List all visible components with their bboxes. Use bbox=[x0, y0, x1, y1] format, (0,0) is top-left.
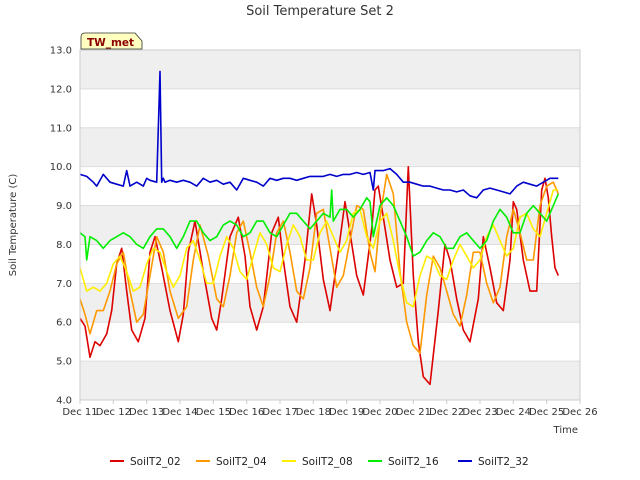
x-tick-label: Dec 18 bbox=[296, 407, 331, 418]
x-tick-label: Dec 20 bbox=[362, 407, 397, 418]
x-tick-label: Dec 21 bbox=[396, 407, 431, 418]
legend-label: SoilT2_16 bbox=[388, 456, 439, 468]
legend-item: SoilT2_16 bbox=[368, 456, 439, 468]
x-tick-label: Dec 12 bbox=[96, 407, 131, 418]
plot-bands bbox=[80, 50, 580, 400]
plot-band bbox=[80, 127, 580, 167]
series-layer bbox=[79, 70, 560, 386]
series-line-soilt2_02 bbox=[79, 165, 560, 386]
series-line-soilt2_08 bbox=[79, 189, 559, 308]
x-tick-label: Dec 17 bbox=[262, 407, 297, 418]
chart-title: Soil Temperature Set 2 bbox=[246, 4, 394, 19]
y-tick-label: 9.0 bbox=[56, 201, 72, 212]
y-tick-label: 13.0 bbox=[50, 46, 72, 57]
plot-band bbox=[80, 50, 580, 89]
legend-item: SoilT2_32 bbox=[458, 456, 529, 468]
tw-met-badge: TW_met bbox=[80, 32, 143, 50]
x-tick-label: Dec 16 bbox=[229, 407, 264, 418]
legend: SoilT2_02 SoilT2_04 SoilT2_08 SoilT2_16 Soil… bbox=[110, 456, 529, 468]
x-tick-label: Dec 23 bbox=[462, 407, 497, 418]
x-tick-label: Dec 13 bbox=[129, 407, 164, 418]
x-tick-label: Dec 24 bbox=[496, 407, 531, 418]
gridlines bbox=[80, 49, 580, 401]
x-axis-title: Time bbox=[553, 425, 578, 436]
y-tick-label: 8.0 bbox=[56, 240, 72, 251]
legend-item: SoilT2_08 bbox=[282, 456, 353, 468]
legend-label: SoilT2_32 bbox=[478, 456, 529, 468]
x-tick-label: Dec 26 bbox=[562, 407, 597, 418]
legend-item: SoilT2_04 bbox=[196, 456, 267, 468]
y-tick-label: 11.0 bbox=[50, 123, 72, 134]
legend-label: SoilT2_04 bbox=[216, 456, 267, 468]
x-tick-label: Dec 22 bbox=[429, 407, 464, 418]
series-line-soilt2_04 bbox=[79, 173, 560, 355]
y-tick-label: 12.0 bbox=[50, 84, 72, 95]
x-tick-label: Dec 19 bbox=[329, 407, 364, 418]
x-tick-label: Dec 15 bbox=[196, 407, 231, 418]
tw-met-badge-shape bbox=[80, 32, 143, 50]
x-tick-label: Dec 11 bbox=[62, 407, 97, 418]
plot-frame bbox=[79, 49, 581, 401]
legend-item: SoilT2_02 bbox=[110, 456, 181, 468]
y-tick-label: 4.0 bbox=[56, 396, 72, 407]
legend-label: SoilT2_02 bbox=[130, 456, 181, 468]
y-tick-label: 6.0 bbox=[56, 318, 72, 329]
y-axis-ticks: 4.0 5.0 6.0 7.0 8.0 9.0 10.0 11.0 12.0 13.0 bbox=[50, 46, 72, 407]
y-tick-label: 7.0 bbox=[56, 279, 72, 290]
y-tick-label: 5.0 bbox=[56, 357, 72, 368]
y-axis-title: Soil Temperature (C) bbox=[8, 174, 19, 277]
x-tick-label: Dec 14 bbox=[162, 407, 197, 418]
plot-band bbox=[80, 361, 580, 400]
y-tick-label: 10.0 bbox=[50, 162, 72, 173]
legend-label: SoilT2_08 bbox=[302, 456, 353, 468]
tw-met-label: TW_met bbox=[87, 37, 134, 49]
x-tick-label: Dec 25 bbox=[529, 407, 564, 418]
series-line-soilt2_16 bbox=[79, 189, 560, 261]
series-line-soilt2_32 bbox=[79, 70, 559, 199]
